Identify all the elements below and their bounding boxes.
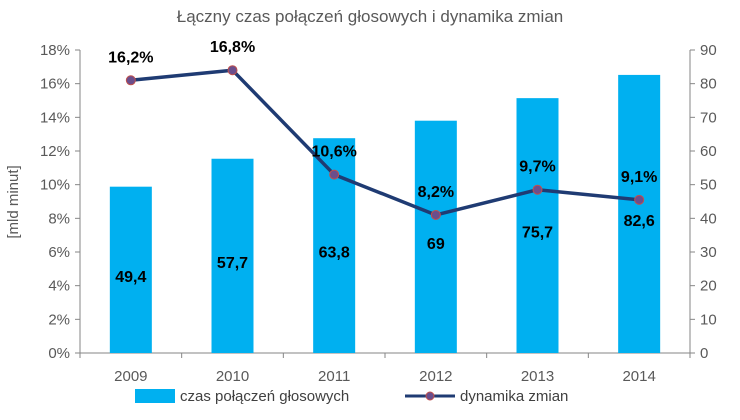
line-point bbox=[329, 169, 340, 180]
left-tick-label: 14% bbox=[40, 109, 70, 126]
line-value-label: 9,7% bbox=[519, 159, 555, 176]
axes bbox=[79, 50, 691, 354]
bar-value-label: 82,6 bbox=[624, 213, 655, 230]
left-tick-label: 8% bbox=[48, 210, 70, 227]
right-axis-ticks: 0 10 20 30 40 50 60 70 80 90 bbox=[690, 42, 717, 362]
x-tick-label: 2012 bbox=[419, 368, 452, 385]
line-series bbox=[125, 65, 645, 220]
line-value-label: 10,6% bbox=[311, 144, 356, 161]
left-tick-label: 12% bbox=[40, 143, 70, 160]
left-tick-label: 10% bbox=[40, 177, 70, 194]
left-tick-label: 0% bbox=[48, 345, 70, 362]
bar-labels: 49,4 57,7 63,8 69 75,7 82,6 bbox=[115, 213, 655, 286]
left-tick-label: 16% bbox=[40, 76, 70, 93]
bar-value-label: 57,7 bbox=[217, 255, 248, 272]
left-tick-label: 2% bbox=[48, 311, 70, 328]
legend: czas połączeń głosowych dynamika zmian bbox=[135, 388, 568, 405]
line-value-label: 9,1% bbox=[621, 169, 657, 186]
x-tick-label: 2014 bbox=[622, 368, 655, 385]
x-tick-label: 2010 bbox=[216, 368, 249, 385]
x-axis-ticks: 2009 2010 2011 2012 2013 2014 bbox=[79, 353, 691, 385]
bar-value-label: 69 bbox=[427, 236, 445, 253]
right-tick-label: 20 bbox=[700, 278, 717, 295]
y-axis-label-left: [mld minut] bbox=[5, 165, 22, 238]
right-tick-label: 80 bbox=[700, 76, 717, 93]
bar bbox=[516, 98, 559, 353]
bar-series bbox=[109, 74, 661, 353]
bar bbox=[618, 74, 661, 353]
left-tick-label: 18% bbox=[40, 42, 70, 59]
right-tick-label: 90 bbox=[700, 42, 717, 59]
legend-label-line: dynamika zmian bbox=[460, 388, 568, 405]
right-tick-label: 50 bbox=[700, 177, 717, 194]
bar-value-label: 75,7 bbox=[522, 225, 553, 242]
legend-swatch-bars bbox=[135, 389, 175, 403]
line-point bbox=[430, 209, 441, 220]
line-point bbox=[125, 75, 136, 86]
x-tick-label: 2011 bbox=[318, 368, 350, 385]
line-path bbox=[130, 68, 640, 217]
bar bbox=[211, 158, 254, 353]
chart-title: Łączny czas połączeń głosowych i dynamik… bbox=[177, 7, 563, 26]
line-value-label: 16,2% bbox=[108, 49, 153, 66]
legend-swatch-marker bbox=[425, 391, 435, 401]
x-tick-label: 2013 bbox=[521, 368, 554, 385]
bar bbox=[414, 120, 457, 353]
right-tick-label: 30 bbox=[700, 244, 717, 261]
left-tick-label: 6% bbox=[48, 244, 70, 261]
line-value-label: 16,8% bbox=[210, 39, 255, 56]
line-point bbox=[532, 184, 543, 195]
left-axis-ticks: 0% 2% 4% 6% 8% 10% 12% 14% 16% 18% bbox=[40, 42, 80, 362]
line-point bbox=[227, 65, 238, 76]
bar bbox=[109, 186, 152, 353]
line-value-label: 8,2% bbox=[418, 184, 454, 201]
bar-value-label: 49,4 bbox=[115, 269, 146, 286]
right-tick-label: 0 bbox=[700, 345, 708, 362]
x-tick-label: 2009 bbox=[114, 368, 147, 385]
right-tick-label: 70 bbox=[700, 109, 717, 126]
bar-value-label: 63,8 bbox=[319, 245, 350, 262]
legend-label-bars: czas połączeń głosowych bbox=[180, 388, 349, 405]
line-labels: 16,2% 16,8% 10,6% 8,2% 9,7% 9,1% bbox=[108, 39, 657, 201]
right-tick-label: 60 bbox=[700, 143, 717, 160]
line-point bbox=[634, 194, 645, 205]
right-tick-label: 40 bbox=[700, 210, 717, 227]
right-tick-label: 10 bbox=[700, 311, 717, 328]
left-tick-label: 4% bbox=[48, 278, 70, 295]
